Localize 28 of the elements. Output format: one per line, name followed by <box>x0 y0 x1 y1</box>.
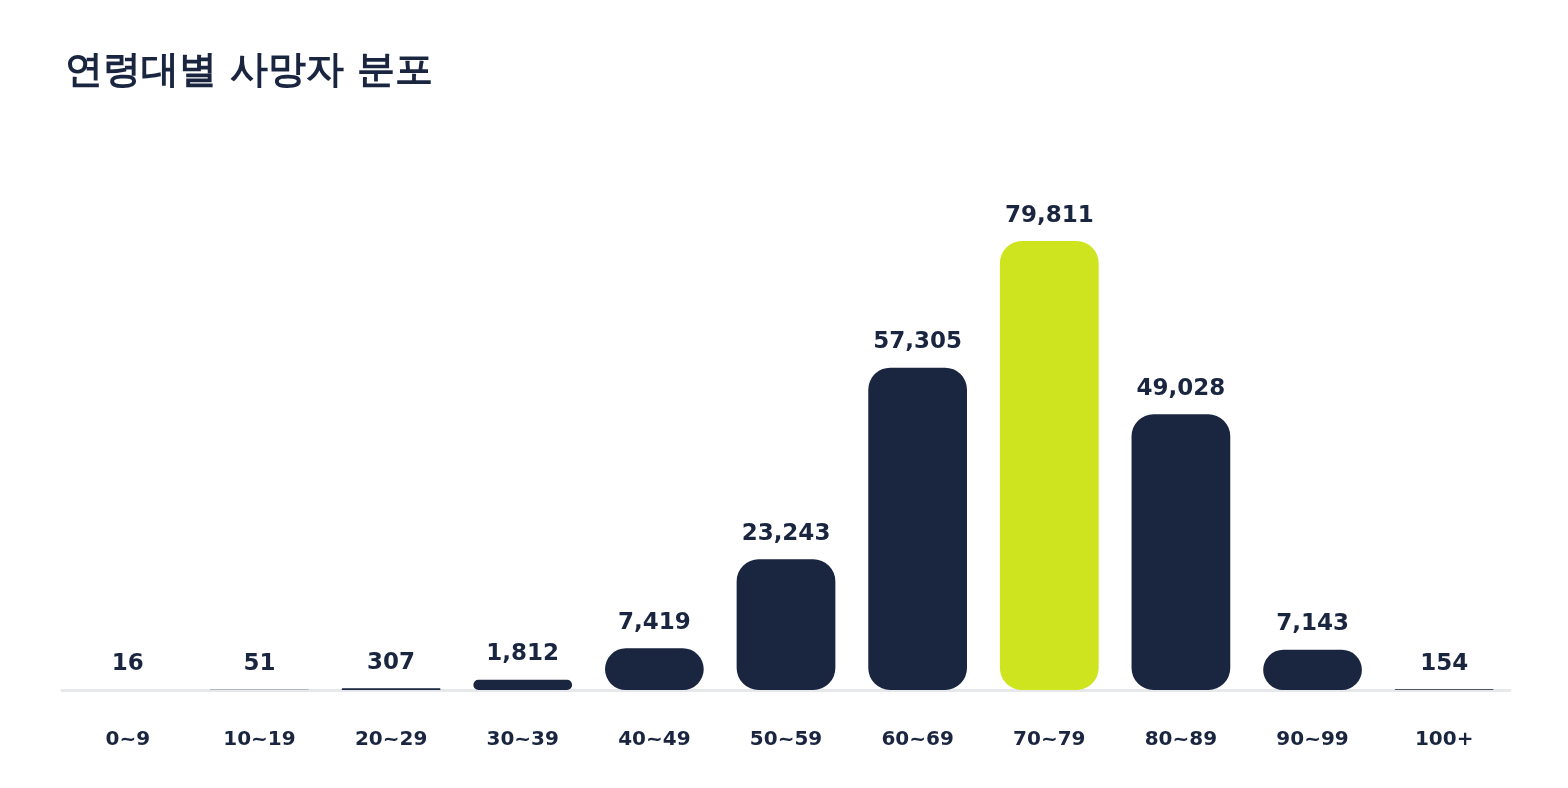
x-tick-label: 70~79 <box>1013 726 1086 750</box>
data-label: 79,811 <box>1004 200 1094 227</box>
data-label: 154 <box>1420 648 1469 675</box>
data-label: 57,305 <box>873 327 963 354</box>
x-tick-label: 80~89 <box>1144 726 1218 750</box>
bar <box>868 367 967 690</box>
data-label: 1,812 <box>486 639 560 666</box>
x-tick-label: 10~19 <box>223 726 296 750</box>
data-label: 23,243 <box>741 518 831 545</box>
data-label: 7,143 <box>1276 609 1349 636</box>
chart-title: 연령대별 사망자 분포 <box>65 47 434 91</box>
x-tick-label: 20~29 <box>354 726 428 750</box>
bar <box>1131 414 1231 690</box>
data-label: 51 <box>243 649 276 676</box>
data-label: 16 <box>111 649 144 676</box>
data-label: 49,028 <box>1136 373 1226 400</box>
bar <box>999 241 1099 690</box>
x-tick-label: 90~99 <box>1276 726 1349 750</box>
bar <box>736 559 836 690</box>
data-label: 7,419 <box>617 607 691 634</box>
x-tick-label: 50~59 <box>749 726 823 750</box>
x-tick-label: 100+ <box>1414 726 1474 750</box>
x-tick-label: 0~9 <box>105 726 151 750</box>
data-label: 307 <box>367 647 416 674</box>
bar <box>473 679 573 690</box>
x-tick-label: 40~49 <box>618 726 691 750</box>
x-tick-label: 60~69 <box>881 726 954 750</box>
x-tick-label: 30~39 <box>486 726 559 750</box>
